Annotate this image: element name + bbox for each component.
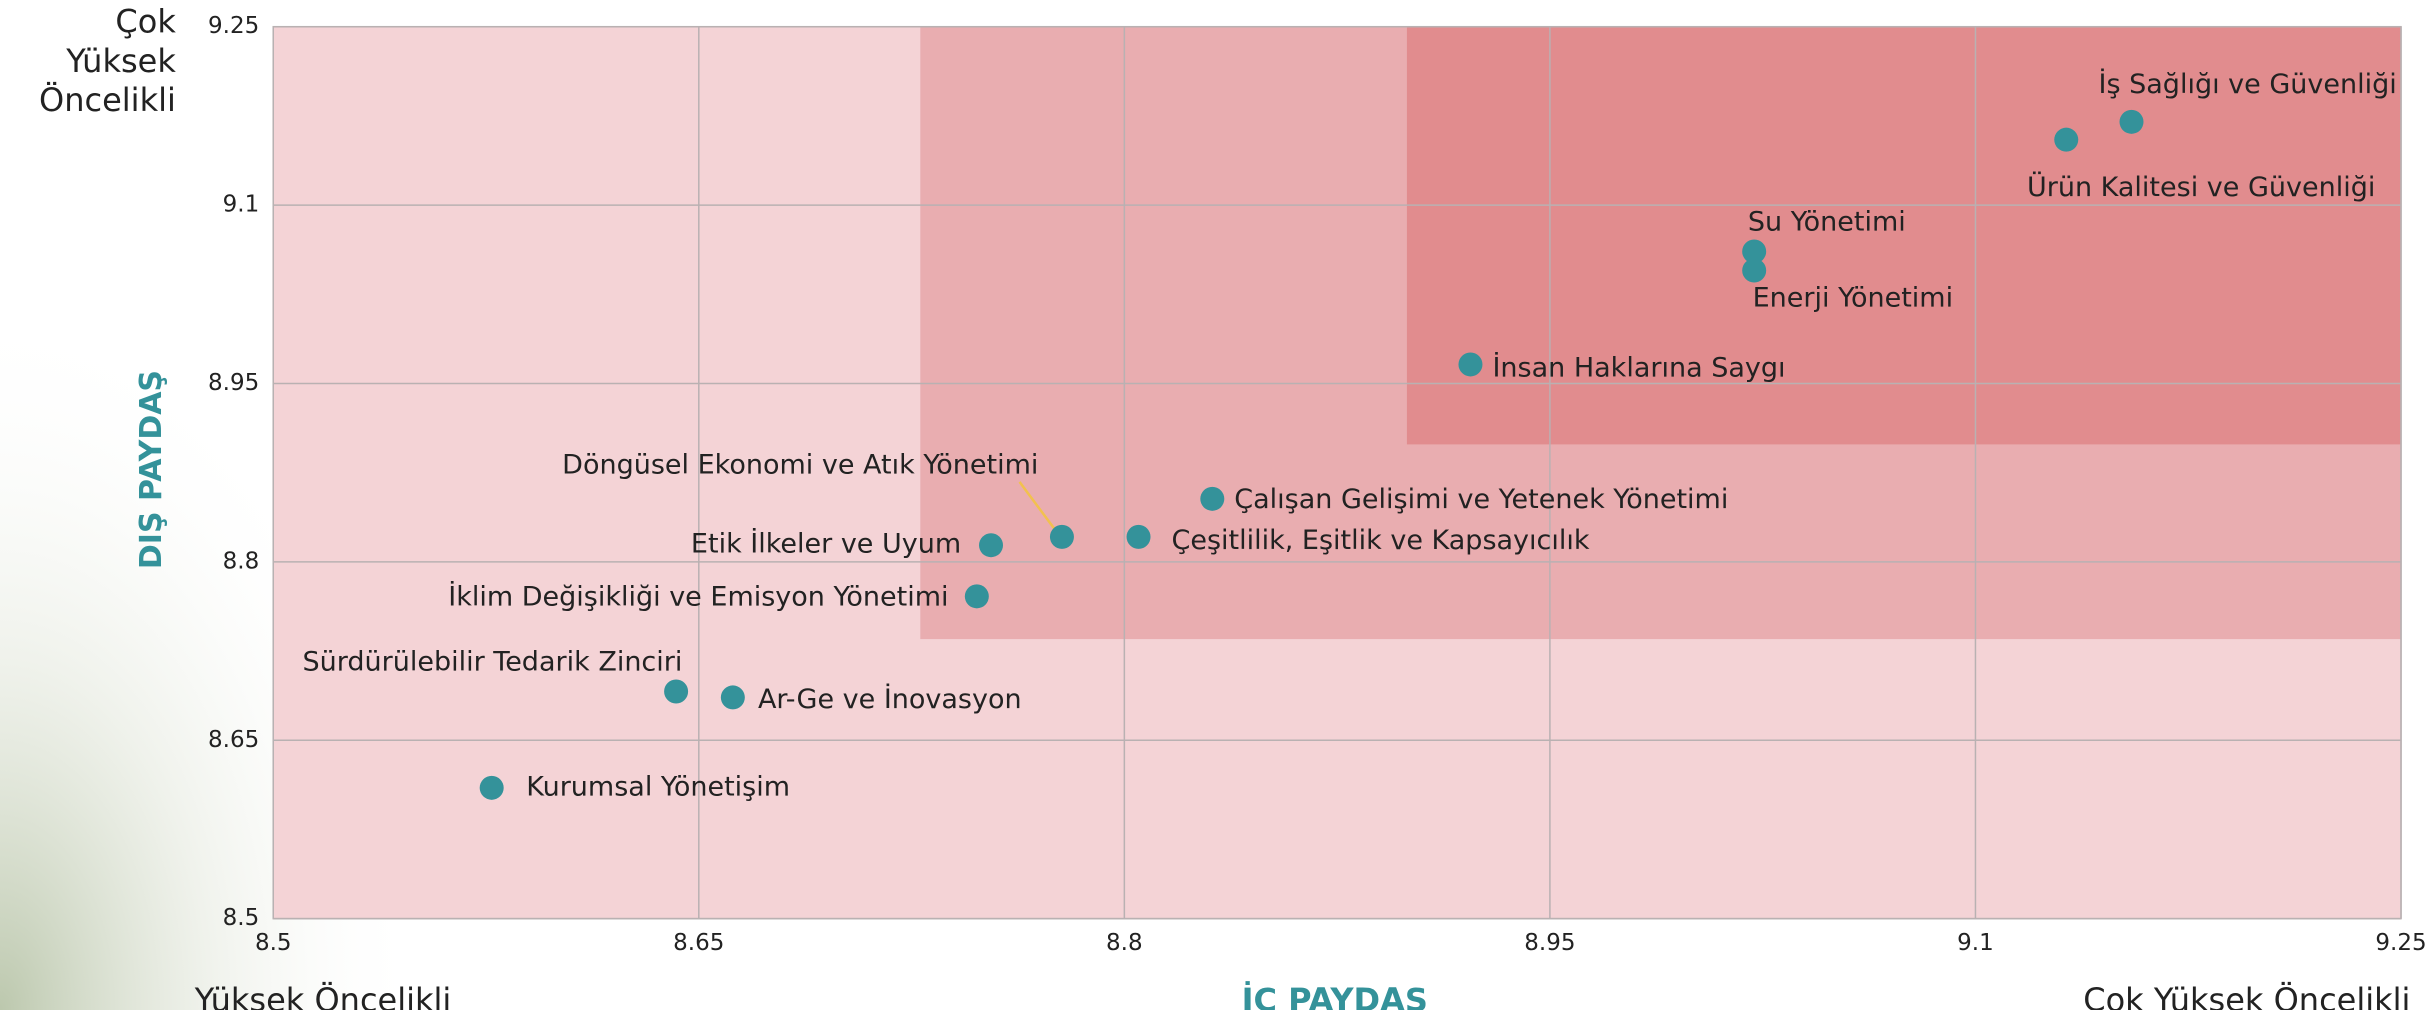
x-tick-label: 8.65 bbox=[673, 930, 724, 956]
point-label: İklim Değişikliği ve Emisyon Yönetimi bbox=[448, 580, 948, 612]
plot-area: 8.5 8.65 8.8 8.95 9.1 9.25 8.5 8.65 8.8 8.95 9.1 9.… bbox=[39, 3, 2427, 1010]
y-tick-label: 8.8 bbox=[223, 548, 260, 574]
y-high-label: Öncelikli bbox=[39, 81, 176, 119]
point bbox=[2120, 110, 2144, 134]
x-tick-label: 9.1 bbox=[1957, 930, 1994, 956]
point bbox=[1742, 258, 1766, 282]
point-label: Enerji Yönetimi bbox=[1753, 282, 1954, 313]
y-high-label: Çok bbox=[115, 3, 176, 41]
point-label: İnsan Haklarına Saygı bbox=[1492, 352, 1785, 384]
point-label: Çeşitlilik, Eşitlik ve Kapsayıcılık bbox=[1172, 525, 1590, 556]
point bbox=[1200, 487, 1224, 511]
point bbox=[721, 685, 745, 709]
point-label: Ürün Kalitesi ve Güvenliği bbox=[2027, 171, 2375, 203]
point bbox=[965, 584, 989, 608]
point bbox=[1050, 525, 1074, 549]
point-label: Etik İlkeler ve Uyum bbox=[691, 528, 961, 560]
y-tick-label: 9.1 bbox=[223, 192, 260, 218]
x-tick-label: 8.8 bbox=[1106, 930, 1143, 956]
y-axis-title: DIŞ PAYDAŞ bbox=[134, 370, 169, 569]
y-high-label: Yüksek bbox=[65, 42, 176, 80]
point bbox=[2054, 128, 2078, 152]
y-tick-label: 9.25 bbox=[208, 13, 259, 39]
point bbox=[1458, 352, 1482, 376]
x-tick-label: 9.25 bbox=[2375, 930, 2426, 956]
point-label: Sürdürülebilir Tedarik Zinciri bbox=[303, 647, 683, 678]
y-tick-label: 8.65 bbox=[208, 727, 259, 753]
point-label: Çalışan Gelişimi ve Yetenek Yönetimi bbox=[1234, 484, 1728, 515]
x-high-label: Çok Yüksek Öncelikli bbox=[2083, 981, 2410, 1010]
y-tick-label: 8.5 bbox=[223, 905, 260, 931]
x-tick-label: 8.5 bbox=[255, 930, 292, 956]
x-low-label: Yüksek Öncelikli bbox=[194, 981, 452, 1010]
y-tick-label: 8.95 bbox=[208, 370, 259, 396]
point bbox=[480, 776, 504, 800]
chart: 8.5 8.65 8.8 8.95 9.1 9.25 8.5 8.65 8.8 8.95 9.1 9.… bbox=[0, 0, 2434, 1010]
x-axis-title: İÇ PAYDAŞ bbox=[1242, 981, 1428, 1010]
point-label: Döngüsel Ekonomi ve Atık Yönetimi bbox=[562, 450, 1038, 481]
point-label: Ar-Ge ve İnovasyon bbox=[758, 683, 1022, 715]
point-label: Kurumsal Yönetişim bbox=[526, 771, 790, 802]
point-label: Su Yönetimi bbox=[1748, 207, 1906, 238]
x-tick-label: 8.95 bbox=[1524, 930, 1575, 956]
point-label: İş Sağlığı ve Güvenliği bbox=[2099, 68, 2397, 100]
point bbox=[1127, 525, 1151, 549]
point bbox=[979, 533, 1003, 557]
point bbox=[664, 679, 688, 703]
